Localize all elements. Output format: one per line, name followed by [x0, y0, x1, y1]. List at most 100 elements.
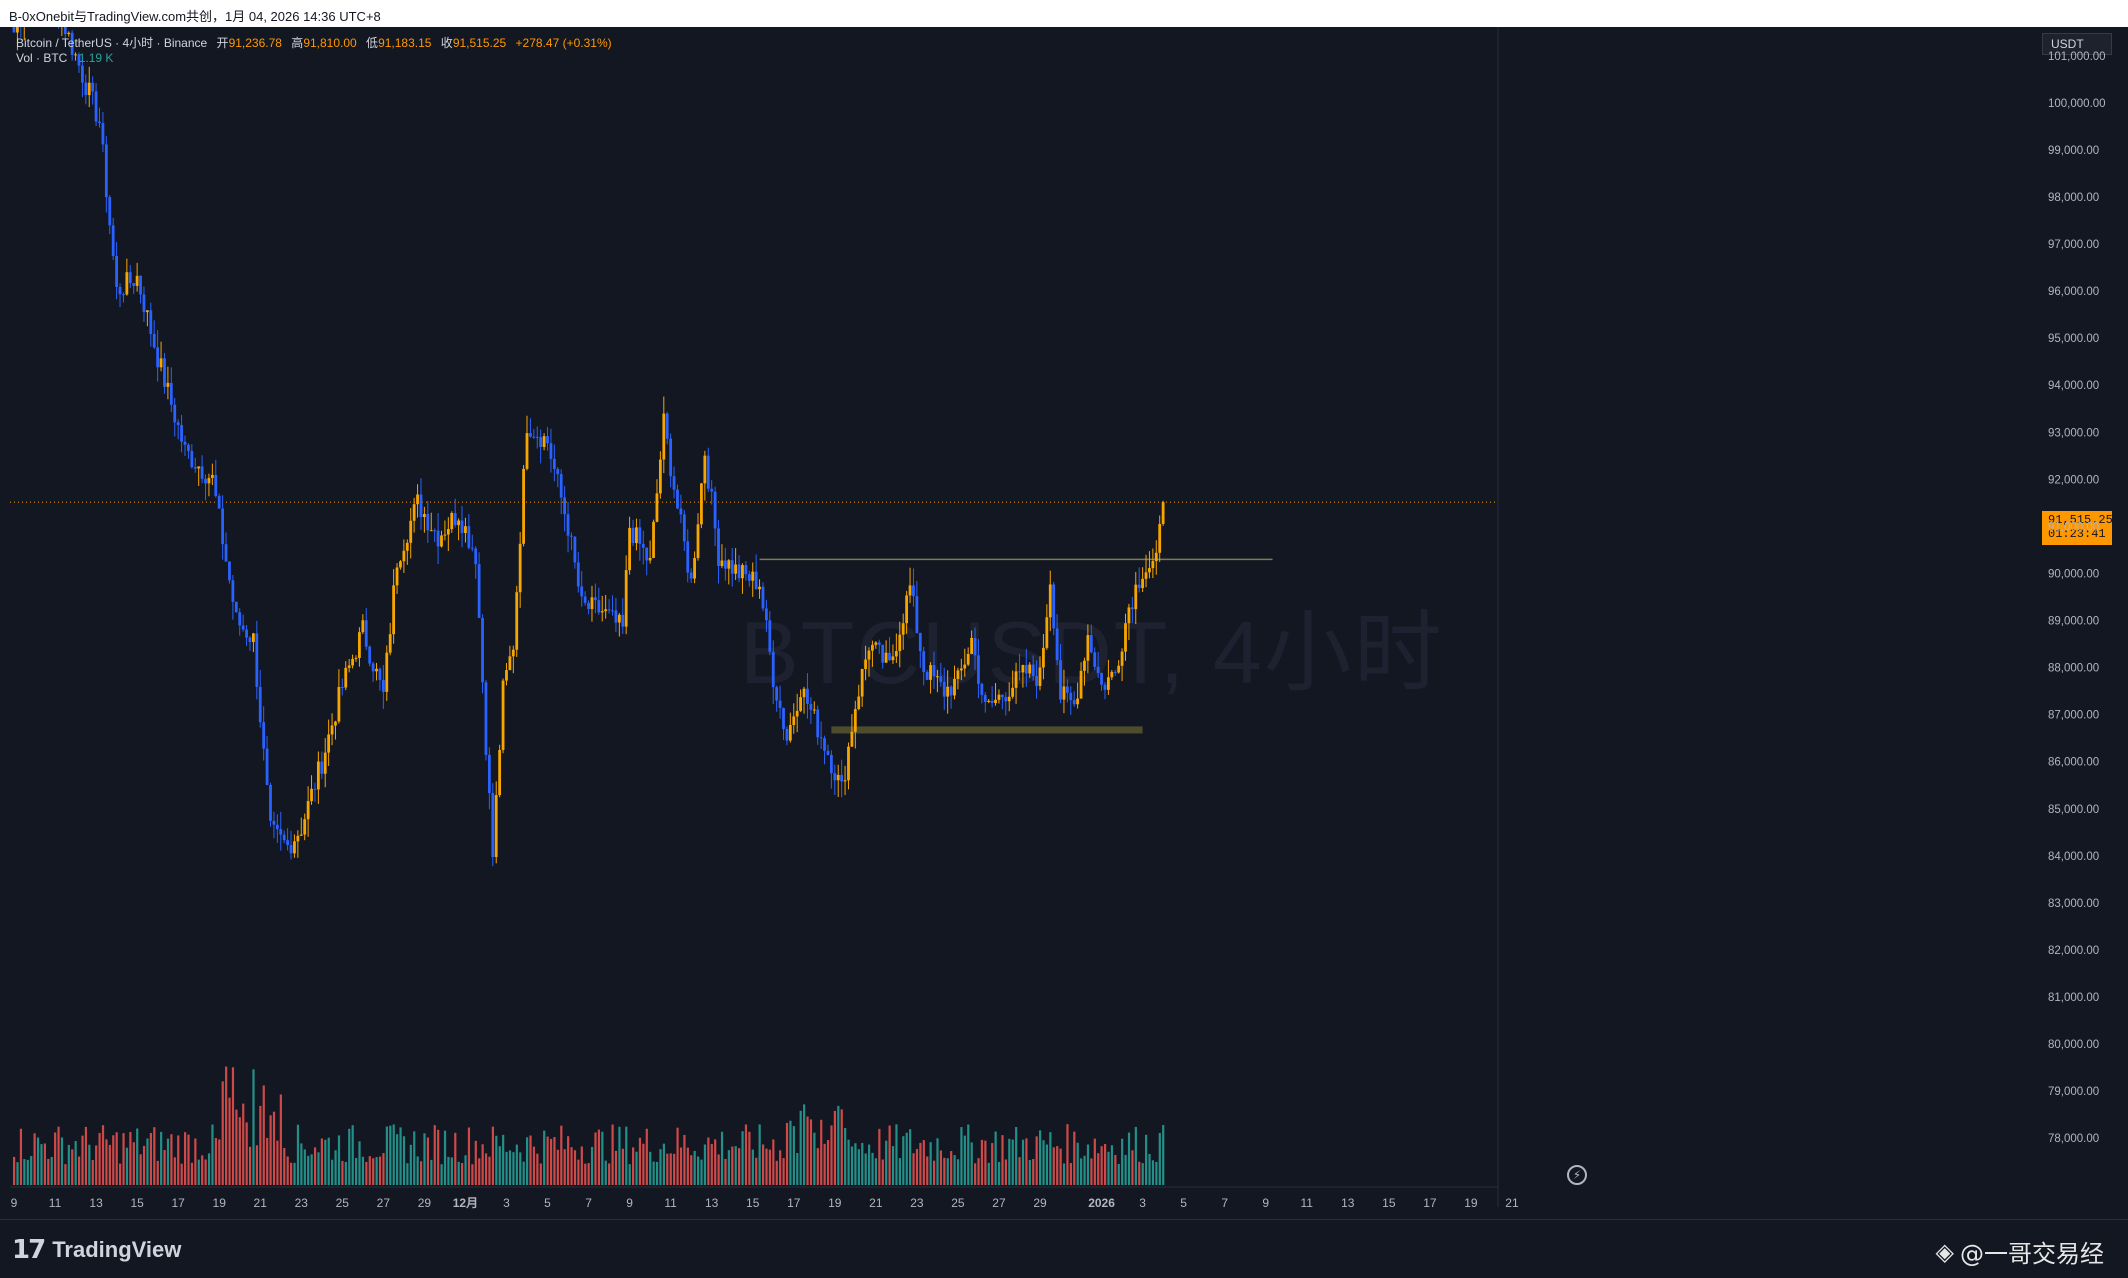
candle-body: [511, 649, 515, 657]
volume-bar: [792, 1126, 795, 1185]
currency-selector[interactable]: USDT: [2042, 33, 2112, 55]
candle-body: [296, 835, 300, 842]
candle-body: [587, 602, 590, 609]
candle-body: [440, 535, 443, 547]
candle-body: [833, 773, 837, 781]
candle-body: [1127, 607, 1131, 624]
candle-body: [87, 82, 91, 96]
y-tick-label: 96,000.00: [2048, 286, 2099, 298]
volume-bar: [1107, 1151, 1110, 1185]
volume-bar: [481, 1144, 484, 1185]
y-tick-label: 81,000.00: [2048, 992, 2099, 1004]
candle-body: [207, 477, 211, 484]
candle-body: [81, 65, 84, 83]
volume-bar: [751, 1149, 754, 1185]
volume-bar: [642, 1143, 645, 1185]
volume-bar: [659, 1149, 662, 1185]
volume-bar: [833, 1110, 836, 1185]
candle-body: [433, 530, 437, 532]
candle-body: [378, 668, 382, 681]
legend-symbol[interactable]: Bitcoin / TetherUS · 4小时 · Binance: [16, 36, 208, 50]
candle-body: [860, 668, 864, 697]
volume-bar: [406, 1163, 409, 1185]
candle-body: [994, 699, 997, 703]
candle-body: [180, 425, 183, 442]
volume-bar: [522, 1161, 525, 1185]
candle-body: [843, 780, 847, 782]
candle-body: [457, 520, 460, 526]
volume-bar: [433, 1125, 436, 1185]
volume-bar: [413, 1131, 416, 1185]
volume-bar: [368, 1156, 371, 1185]
candle-body: [522, 468, 525, 544]
candle-body: [1065, 686, 1069, 693]
candle-body: [628, 527, 631, 571]
candle-body: [108, 197, 112, 226]
candle-body: [204, 478, 207, 484]
candle-body: [1096, 666, 1100, 673]
candle-body: [987, 700, 991, 702]
volume-bar: [669, 1153, 672, 1185]
volume-bar: [1076, 1142, 1079, 1185]
volume-bar: [553, 1137, 556, 1185]
volume-bar: [854, 1143, 857, 1185]
volume-bar: [84, 1126, 88, 1185]
volume-bar: [549, 1138, 553, 1185]
volume-bar: [71, 1149, 74, 1185]
volume-bar: [909, 1129, 912, 1185]
volume-bar: [963, 1135, 966, 1185]
volume-bar: [502, 1134, 505, 1185]
volume-bar: [190, 1162, 194, 1185]
volume-bar: [813, 1132, 816, 1185]
candle-body: [303, 819, 307, 835]
y-tick-label: 98,000.00: [2048, 192, 2099, 204]
candle-body: [682, 514, 686, 542]
volume-bar: [484, 1153, 488, 1185]
candle-body: [672, 476, 676, 490]
candle-body: [932, 665, 936, 677]
candle-body: [289, 845, 293, 854]
volume-bar: [638, 1137, 642, 1185]
candle-body: [231, 580, 235, 602]
y-tick-label: 82,000.00: [2048, 945, 2099, 957]
candle-body: [252, 633, 255, 643]
volume-bar: [91, 1160, 94, 1185]
candle-body: [819, 737, 823, 739]
tradingview-logo[interactable]: 17 TradingView: [12, 1235, 181, 1265]
legend-volume-label[interactable]: Vol · BTC: [16, 51, 68, 65]
candle-body: [898, 634, 902, 652]
candle-body: [758, 586, 761, 590]
candle-body: [1055, 628, 1059, 661]
volume-bar: [587, 1163, 590, 1185]
price-axis[interactable]: 101,000.00 100,000.00 99,000.00 98,000.00 97…: [2042, 27, 2128, 1219]
volume-bar: [242, 1103, 245, 1185]
candle-body: [1021, 665, 1025, 673]
volume-bar: [180, 1163, 183, 1185]
y-tick-label: 92,000.00: [2048, 474, 2099, 486]
volume-bar: [40, 1144, 43, 1185]
volume-bar: [440, 1164, 443, 1185]
x-tick-label: 25: [951, 1196, 965, 1210]
candle-body: [1113, 671, 1117, 673]
volume-bar: [881, 1159, 884, 1185]
volume-bar: [977, 1158, 980, 1185]
volume-bar: [710, 1143, 713, 1185]
candle-body: [1045, 617, 1049, 648]
volume-bar: [1134, 1126, 1137, 1185]
chart-area[interactable]: BTCUSDT, 4小时 9 11 13 15 17 19 21 23 25 27 29 12月 3 5 7…: [10, 27, 2042, 1219]
volume-bar: [324, 1139, 327, 1185]
candle-body: [1130, 607, 1134, 610]
candle-body: [894, 651, 898, 657]
candle-body: [1110, 671, 1114, 678]
candle-body: [580, 586, 584, 597]
candle-body: [313, 788, 317, 790]
candle-body: [840, 774, 844, 782]
volume-bar: [796, 1152, 799, 1185]
candle-body: [176, 422, 180, 426]
volume-bar: [707, 1137, 710, 1185]
replay-lightning-icon[interactable]: ⚡: [1567, 1165, 1587, 1185]
volume-bar: [389, 1125, 392, 1185]
price-chart[interactable]: 9 11 13 15 17 19 21 23 25 27 29 12月 3 5 7 9 11 13 15 17 19 21…: [10, 27, 2042, 1219]
candle-body: [142, 294, 146, 313]
volume-bar: [1162, 1125, 1165, 1185]
